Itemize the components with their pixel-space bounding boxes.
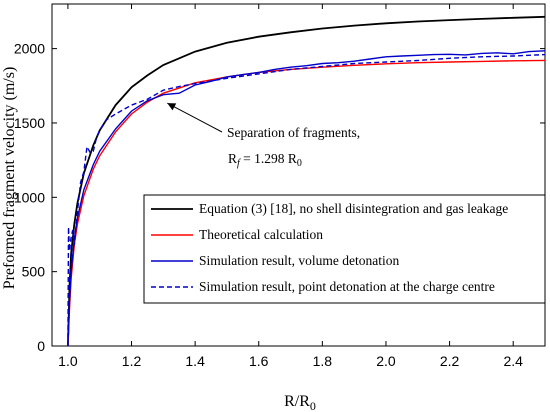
y-tick-label: 500 <box>22 264 46 280</box>
plot-frame <box>51 3 546 347</box>
y-axis-title: Preformed fragment velocity (m/s) <box>1 67 18 290</box>
x-tick-label: 2.4 <box>503 353 523 369</box>
series-line-4 <box>67 53 545 346</box>
legend-label-4: Simulation result, point detonation at t… <box>199 279 495 294</box>
y-tick-label: 1000 <box>14 189 45 205</box>
y-tick-label: 0 <box>37 338 45 354</box>
x-tick-label: 1.2 <box>122 353 142 369</box>
x-tick-label: 1.6 <box>249 353 269 369</box>
x-tick-label: 2.2 <box>440 353 460 369</box>
x-tick-label: 1.8 <box>313 353 333 369</box>
annotation-arrow <box>167 102 223 133</box>
legend-box <box>143 194 546 304</box>
x-tick-label: 2.0 <box>376 353 396 369</box>
y-tick-label: 1500 <box>14 115 45 131</box>
x-ticks: 1.0 1.2 1.4 1.6 1.8 2.0 2.2 2.4 <box>58 4 523 369</box>
legend-label-3: Simulation result, volume detonation <box>199 253 399 268</box>
y-tick-label: 2000 <box>14 41 45 57</box>
annotation-arrowhead <box>167 103 177 111</box>
legend-label-1: Equation (3) [18], no shell disintegrati… <box>199 201 508 216</box>
legend-label-2: Theoretical calculation <box>199 227 323 242</box>
y-ticks: 0 500 1000 1500 2000 <box>14 41 545 354</box>
series-line-3 <box>67 50 545 346</box>
series-line-2 <box>67 59 545 346</box>
x-axis-title: R/R0 <box>284 393 316 412</box>
legend: Equation (3) [18], no shell disintegrati… <box>143 194 546 304</box>
series-layer <box>67 15 545 346</box>
annotation-formula: Rf = 1.298 R0 <box>228 151 302 169</box>
annotation: Separation of fragments, Rf = 1.298 R0 <box>167 102 360 169</box>
x-tick-label: 1.4 <box>185 353 205 369</box>
series-line-1 <box>67 15 545 346</box>
annotation-text: Separation of fragments, <box>227 125 360 140</box>
x-tick-label: 1.0 <box>58 353 78 369</box>
